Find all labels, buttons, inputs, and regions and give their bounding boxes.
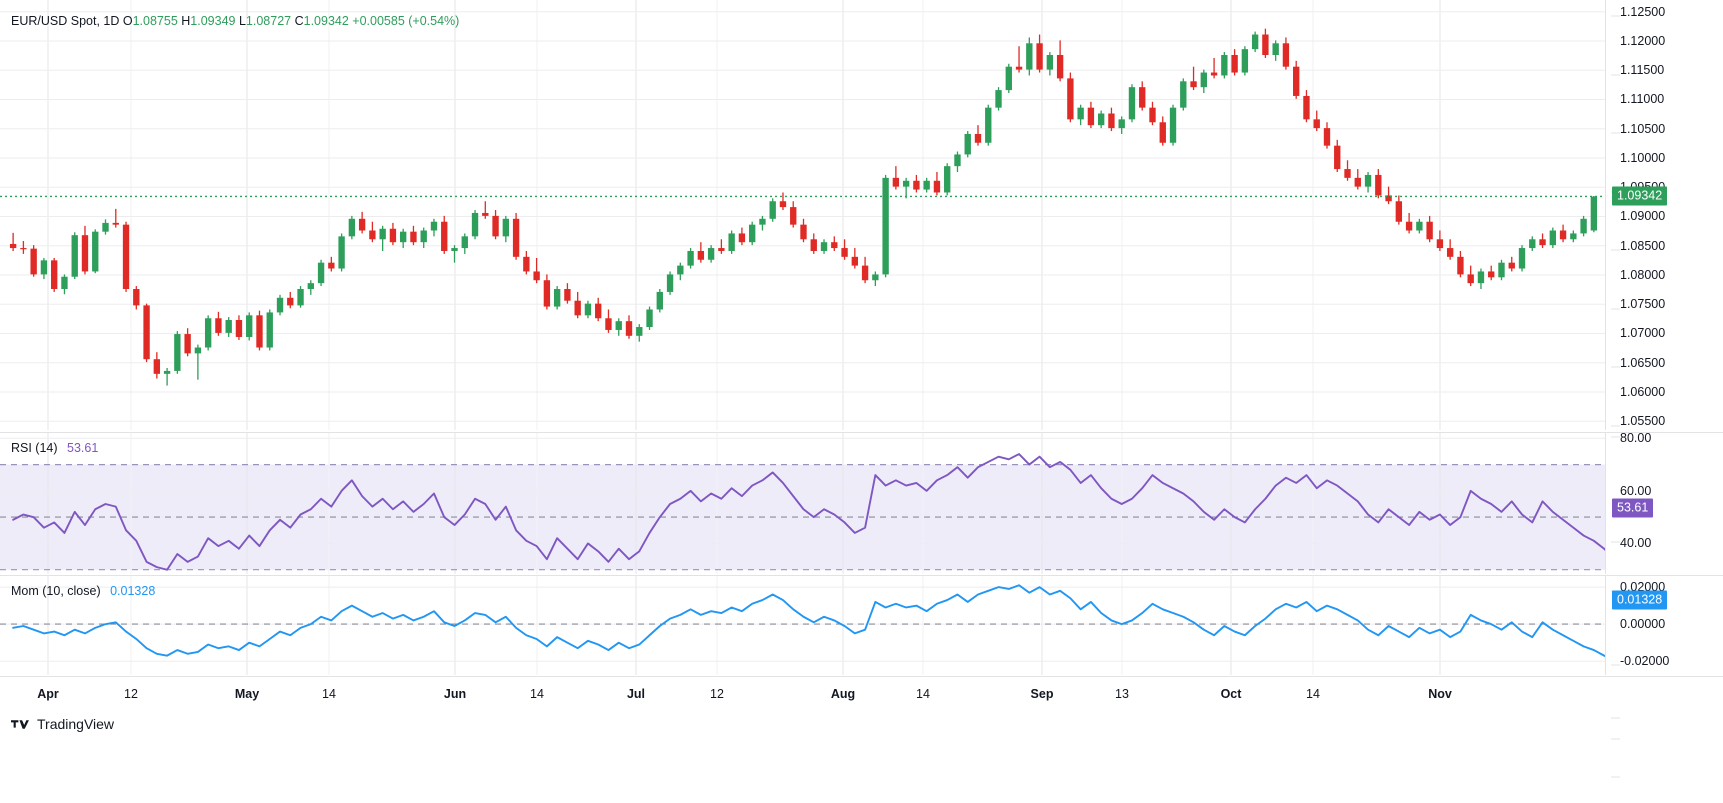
price-axis-label: 1.07500 [1611, 297, 1665, 602]
momentum-series [0, 576, 1605, 675]
rsi-value: 53.61 [67, 441, 99, 455]
momentum-axis[interactable]: 0.02000 0.00000 -0.02000 0.01328 [1605, 576, 1723, 740]
price-axis-label: 1.07000 [1611, 326, 1665, 661]
rsi-axis-tick [1611, 541, 1620, 543]
price-axis-label: 1.11500 [1611, 63, 1664, 134]
time-axis-label: Sep [1030, 687, 1054, 701]
price-axis-tick [1611, 366, 1620, 368]
momentum-pane[interactable]: 0.02000 0.00000 -0.02000 0.01328 Mom (10, c… [0, 575, 1723, 740]
price-axis-label: 1.12000 [1611, 34, 1665, 76]
time-axis-label: Apr [37, 687, 59, 701]
price-axis-tick [1611, 308, 1620, 310]
rsi-pane[interactable]: 80.00 60.00 40.00 53.61 RSI (14) 53.61 [0, 431, 1723, 648]
momentum-value-badge[interactable]: 0.01328 [1612, 590, 1668, 610]
rsi-legend: RSI (14) 53.61 [11, 441, 98, 456]
time-axis-label: Jul [626, 687, 646, 701]
footer: TradingView [0, 712, 1723, 752]
low-key: L [238, 14, 246, 28]
time-axis-label: 14 [322, 687, 336, 701]
time-axis-label: Aug [830, 687, 856, 701]
rsi-series [0, 433, 1605, 574]
current-price-badge[interactable]: 1.09342 [1612, 186, 1668, 206]
open-value: 1.08755 [132, 14, 178, 28]
momentum-axis-label: -0.02000 [1611, 654, 1669, 740]
rsi-value-badge[interactable]: 53.61 [1612, 498, 1654, 518]
open-key: O [122, 14, 133, 28]
price-pane[interactable]: 1.12500 1.12000 1.11500 1.11000 1.10500 1.100… [0, 0, 1723, 778]
rsi-axis-label: 80.00 [1611, 431, 1651, 445]
price-axis-tick [1611, 249, 1620, 251]
price-axis-label: 1.09000 [1611, 209, 1665, 427]
price-axis-label: 1.12500 [1611, 5, 1665, 19]
tradingview-brand[interactable]: TradingView [11, 716, 114, 732]
momentum-legend: Mom (10, close) 0.01328 [11, 584, 155, 599]
momentum-title[interactable]: Mom (10, close) [11, 584, 101, 598]
rsi-axis[interactable]: 80.00 60.00 40.00 53.61 [1605, 431, 1723, 648]
high-key: H [181, 14, 191, 28]
time-axis-label: 12 [710, 687, 724, 701]
price-axis-label: 1.10000 [1611, 151, 1665, 310]
rsi-axis-label: 60.00 [1611, 484, 1651, 543]
rsi-axis-tick [1611, 436, 1620, 437]
price-axis[interactable]: 1.12500 1.12000 1.11500 1.11000 1.10500 1.100… [1605, 0, 1723, 778]
time-axis[interactable]: Apr 12 May 14 Jun 14 Jul 12 Aug 14 Sep 13 Oct 14 Nov [0, 676, 1723, 710]
momentum-plot-area[interactable] [0, 576, 1605, 675]
rsi-title[interactable]: RSI (14) [11, 441, 58, 455]
rsi-plot-area[interactable] [0, 433, 1605, 574]
price-axis-label: 1.06500 [1611, 356, 1665, 719]
price-axis-tick [1611, 776, 1620, 778]
price-axis-label: 1.05500 [1620, 414, 1666, 429]
brand-label: TradingView [37, 716, 115, 732]
price-axis-tick [1611, 425, 1620, 427]
low-value: 1.08727 [245, 14, 292, 28]
close-value: 1.09342 [303, 14, 349, 28]
price-axis-tick [1611, 15, 1620, 17]
candlestick-series [0, 0, 1605, 430]
time-axis-label: 13 [1115, 687, 1129, 701]
time-axis-label: 14 [1306, 687, 1320, 701]
tradingview-logo-icon [11, 719, 29, 729]
symbol-label[interactable]: EUR/USD Spot, 1D [11, 14, 120, 28]
momentum-axis-label: 0.00000 [1611, 617, 1665, 666]
price-axis-tick [1611, 74, 1620, 76]
change-value: +0.00585 (+0.54%) [352, 14, 460, 28]
time-axis-label: Oct [1220, 687, 1242, 701]
price-axis-label: 1.11000 [1611, 92, 1664, 193]
time-axis-label: 14 [916, 687, 930, 701]
price-axis-label: 1.08000 [1611, 268, 1665, 544]
time-axis-label: Jun [443, 687, 467, 701]
momentum-axis-tick [1611, 738, 1620, 740]
momentum-value: 0.01328 [110, 584, 156, 598]
price-plot-area[interactable] [0, 0, 1605, 430]
rsi-axis-label: 40.00 [1611, 536, 1651, 648]
price-axis-label: 1.06000 [1611, 385, 1665, 778]
time-axis-label: May [234, 687, 260, 701]
price-axis-tick [1611, 717, 1620, 719]
price-axis-tick [1611, 132, 1620, 134]
price-legend: EUR/USD Spot, 1D O1.08755 H1.09349 L1.08… [11, 14, 459, 29]
close-key: C [294, 14, 304, 28]
price-axis-label: 1.08500 [1611, 239, 1665, 485]
momentum-axis-tick [1611, 664, 1620, 666]
price-axis-label: 1.10500 [1611, 122, 1665, 251]
time-axis-label: Nov [1428, 687, 1452, 701]
time-axis-label: 14 [530, 687, 544, 701]
time-axis-label: 12 [124, 687, 138, 701]
high-value: 1.09349 [190, 14, 236, 28]
